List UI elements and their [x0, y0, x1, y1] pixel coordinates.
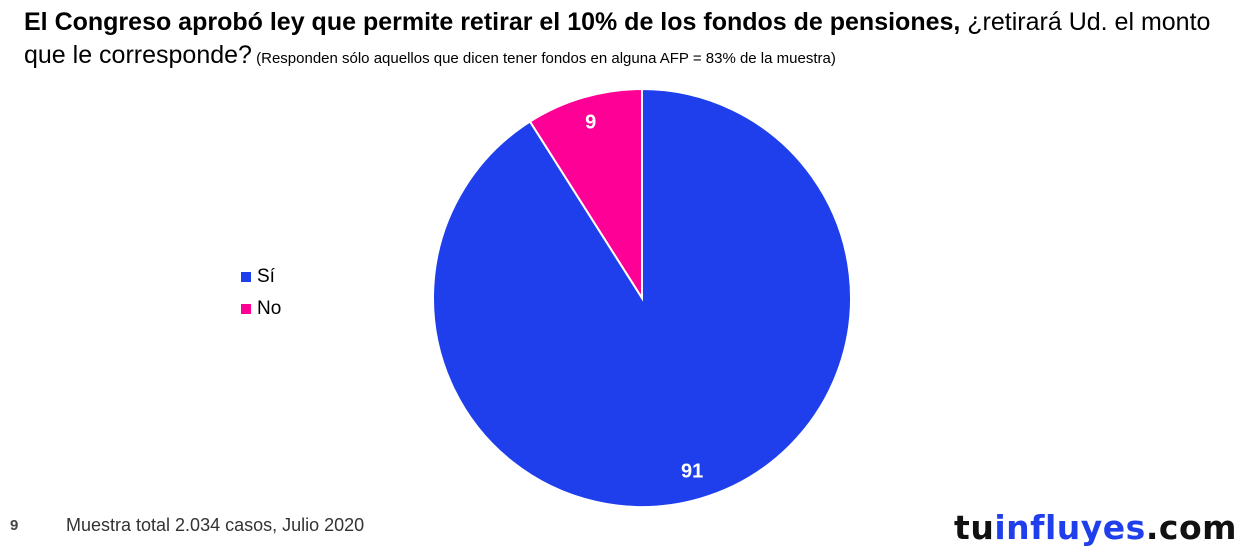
legend-swatch-si: [241, 272, 251, 282]
legend-label-no: No: [257, 298, 282, 319]
brand-logo: tuinfluyes.com: [954, 508, 1237, 547]
legend-item-no: No: [241, 293, 281, 325]
data-label-si: 91: [681, 461, 703, 483]
legend: Sí No: [241, 261, 281, 325]
data-label-no: 9: [585, 111, 596, 133]
legend-item-si: Sí: [241, 261, 281, 293]
brand-part-tu: tu: [954, 508, 995, 547]
brand-part-influyes: influyes: [994, 508, 1146, 547]
chart-title: El Congreso aprobó ley que permite retir…: [24, 6, 1234, 75]
chart-title-bold: El Congreso aprobó ley que permite retir…: [24, 8, 961, 36]
sample-note: Muestra total 2.034 casos, Julio 2020: [66, 515, 365, 535]
chart-title-question: ¿retirará Ud. el monto que le correspond…: [24, 8, 1211, 69]
page-number: 9: [10, 517, 19, 534]
legend-label-si: Sí: [257, 266, 275, 287]
legend-swatch-no: [241, 304, 251, 314]
brand-part-com: .com: [1145, 508, 1237, 547]
chart-title-note: (Responden sólo aquellos que dicen tener…: [251, 50, 836, 67]
pie-slice-no: [528, 87, 643, 302]
